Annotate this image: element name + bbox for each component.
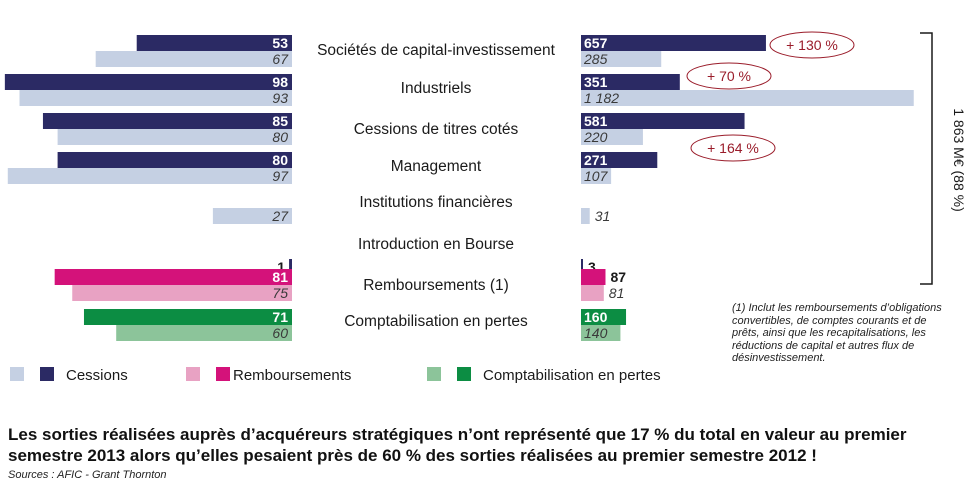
right-value-dark: 581 [584,113,608,129]
legend-swatch-light [10,367,24,381]
category-label: Remboursements (1) [363,277,509,294]
left-bar-light [19,90,292,106]
legend-swatch-light [427,367,441,381]
category-label: Industriels [401,80,472,97]
left-bar-light [95,51,292,67]
left-value-light: 75 [272,285,288,301]
growth-annotation-ellipse [769,31,855,59]
left-value-dark: 81 [272,269,288,285]
left-value-light: 93 [272,90,288,106]
right-value-light: 81 [609,285,625,301]
caption: Les sorties réalisées auprès d’acquéreur… [8,425,907,465]
left-bar-dark [57,152,292,168]
total-bracket [920,32,933,285]
growth-annotation-label: + 130 % [786,37,838,53]
right-bar-dark [581,152,658,168]
right-value-dark: 3 [588,259,596,275]
left-bar-light [57,129,292,145]
category-label: Comptabilisation en pertes [344,313,528,330]
source: Sources : AFIC - Grant Thornton [8,469,167,481]
right-bar-light [581,208,590,224]
left-bar-light [212,208,292,224]
right-bar-light [581,90,914,106]
right-value-light: 1 182 [584,90,619,106]
legend-label: Remboursements [233,367,351,384]
right-bar-dark [581,259,583,275]
growth-annotation-label: + 164 % [707,140,759,156]
left-value-light: 27 [271,208,289,224]
left-bar-dark [289,259,292,275]
left-bar-dark [42,113,293,129]
footnote: (1) Inclut les remboursements d’obligati… [732,302,942,364]
legend-swatch-dark [40,367,54,381]
right-bar-light [581,285,604,301]
category-label: Management [391,158,482,175]
left-bar-dark [83,309,292,325]
right-bar-light [581,325,621,341]
legend-label: Cessions [66,367,128,384]
left-value-dark: 98 [272,74,288,90]
right-bar-dark [581,74,680,90]
right-bar-light [581,51,662,67]
left-bar-light [7,168,292,184]
left-value-dark: 80 [272,152,288,168]
left-bar-dark [4,74,293,90]
right-bar-dark [581,269,606,285]
growth-annotation-ellipse [690,134,776,162]
right-value-dark: 657 [584,35,608,51]
right-bar-light [581,129,643,145]
right-value-light: 31 [595,208,611,224]
total-bracket-label: 1 863 M€ (88 %) [951,108,967,212]
right-bar-dark [581,113,745,129]
growth-annotation-label: + 70 % [707,68,751,84]
right-bar-dark [581,309,627,325]
right-value-light: 140 [584,325,608,341]
right-value-light: 285 [583,51,608,67]
category-label: Sociétés de capital-investissement [317,42,555,59]
left-bar-dark [54,269,292,285]
left-value-dark: 1 [277,259,285,275]
left-value-light: 97 [272,168,289,184]
left-bar-light [72,285,292,301]
right-value-dark: 271 [584,152,608,168]
right-value-light: 220 [583,129,608,145]
left-value-light: 60 [272,325,288,341]
growth-annotation-ellipse [686,62,772,90]
left-value-dark: 71 [272,309,288,325]
exits-chart: Sociétés de capital-investissement Indust… [4,31,967,384]
category-label: Institutions financières [359,194,513,211]
left-value-light: 80 [272,129,288,145]
category-label: Introduction en Bourse [358,236,514,253]
legend-swatch-dark [457,367,471,381]
legend-swatch-light [186,367,200,381]
left-bar-light [116,325,292,341]
left-value-dark: 85 [272,113,288,129]
right-value-light: 107 [584,168,609,184]
legend-swatch-dark [216,367,230,381]
left-bar-dark [136,35,292,51]
right-value-dark: 87 [610,269,626,285]
legend-label: Comptabilisation en pertes [483,367,661,384]
left-value-dark: 53 [272,35,288,51]
right-value-dark: 351 [584,74,608,90]
right-bar-dark [581,35,766,51]
right-value-dark: 160 [584,309,608,325]
left-value-light: 67 [272,51,289,67]
right-bar-light [581,168,612,184]
category-label: Cessions de titres cotés [354,121,519,138]
